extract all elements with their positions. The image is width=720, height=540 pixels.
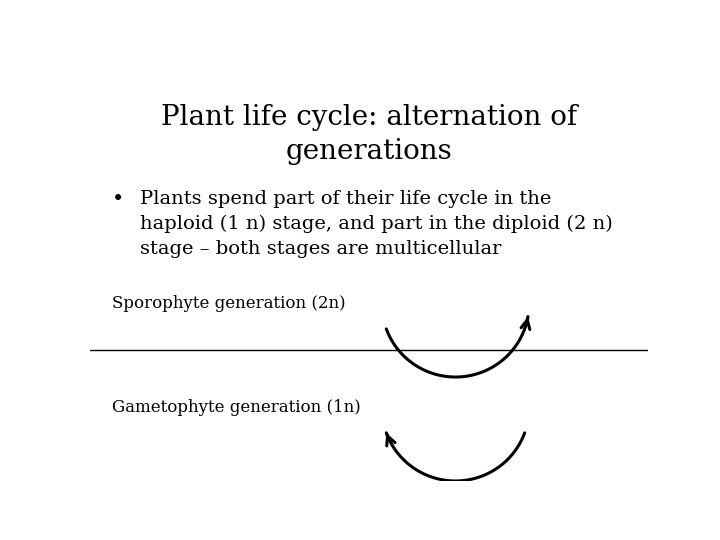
Text: Gametophyte generation (1n): Gametophyte generation (1n): [112, 400, 361, 416]
Text: Sporophyte generation (2n): Sporophyte generation (2n): [112, 295, 346, 312]
Text: •: •: [112, 190, 125, 208]
Text: Plant life cycle: alternation of
generations: Plant life cycle: alternation of generat…: [161, 104, 577, 165]
Text: Plants spend part of their life cycle in the
haploid (1 n) stage, and part in th: Plants spend part of their life cycle in…: [140, 190, 613, 258]
